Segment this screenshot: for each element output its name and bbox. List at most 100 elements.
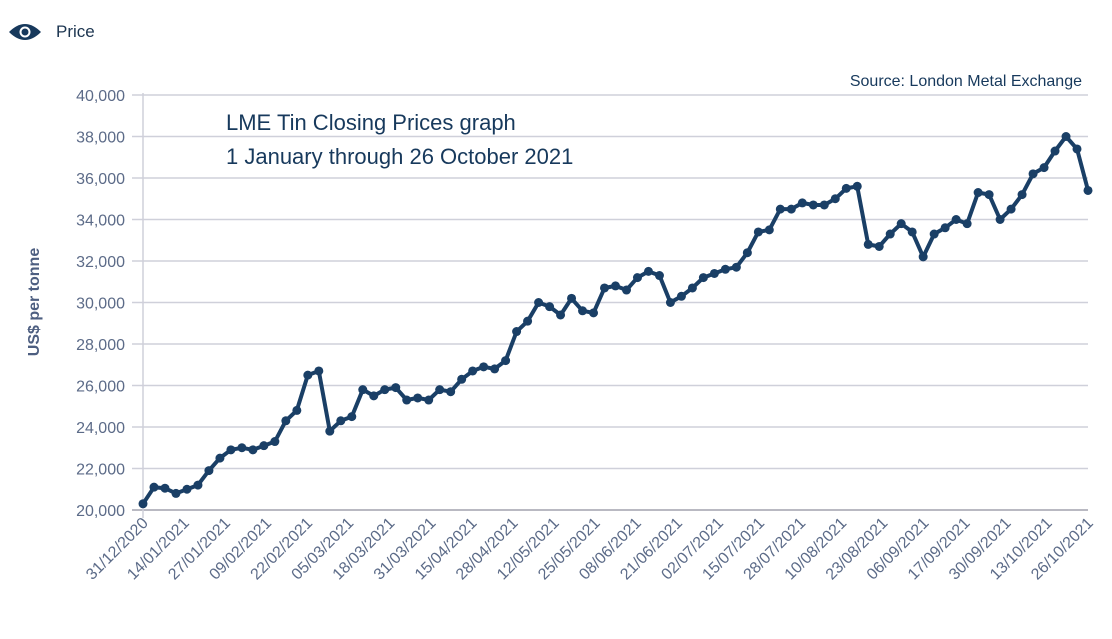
data-point — [841, 183, 851, 193]
data-point — [621, 285, 631, 295]
y-tick-label: 30,000 — [76, 296, 125, 313]
data-point — [830, 194, 840, 204]
y-axis-label: US$ per tonne — [26, 248, 43, 357]
data-point — [808, 200, 818, 210]
data-point — [347, 412, 357, 422]
data-point — [962, 219, 972, 229]
y-tick-label: 22,000 — [76, 462, 125, 479]
data-point — [435, 385, 445, 395]
data-point — [1028, 169, 1038, 179]
data-point — [929, 229, 939, 239]
chart-subtitle: 1 January through 26 October 2021 — [226, 144, 573, 169]
data-point — [402, 395, 412, 405]
data-point — [446, 387, 456, 397]
price-series-markers — [138, 132, 1093, 509]
data-point — [303, 370, 313, 380]
data-point — [1072, 144, 1082, 154]
data-point — [709, 268, 719, 278]
data-point — [1017, 190, 1027, 200]
y-tick-label: 34,000 — [76, 213, 125, 230]
data-point — [369, 391, 379, 401]
data-point — [995, 215, 1005, 224]
data-point — [325, 426, 335, 436]
y-tick-label: 26,000 — [76, 379, 125, 396]
data-point — [819, 200, 829, 210]
data-point — [281, 416, 291, 426]
x-axis-ticks: 31/12/202014/01/202127/01/202109/02/2021… — [83, 515, 1097, 584]
chart-source: Source: London Metal Exchange — [850, 73, 1082, 90]
y-axis-ticks: 20,000 22,000 24,000 26,000 28,000 30,000 32,0… — [76, 88, 125, 520]
data-point — [138, 499, 148, 509]
data-point — [720, 264, 730, 274]
data-point — [1039, 163, 1049, 173]
data-point — [874, 241, 884, 251]
data-point — [314, 366, 324, 376]
data-point — [1050, 146, 1060, 156]
data-point — [764, 225, 774, 235]
data-point — [578, 306, 588, 316]
gridlines — [132, 93, 1088, 518]
data-point — [907, 227, 917, 237]
data-point — [797, 198, 807, 208]
data-point — [600, 283, 610, 293]
data-point — [885, 229, 895, 239]
data-point — [479, 362, 489, 372]
data-point — [380, 385, 390, 395]
data-point — [292, 405, 302, 415]
y-tick-label: 20,000 — [76, 503, 125, 520]
data-point — [589, 308, 599, 318]
data-point — [171, 488, 181, 498]
data-point — [149, 482, 159, 492]
data-point — [182, 484, 192, 494]
data-point — [632, 273, 642, 283]
data-point — [237, 443, 247, 453]
data-point — [786, 204, 796, 214]
data-point — [534, 298, 544, 307]
chart-title: LME Tin Closing Prices graph — [226, 110, 516, 135]
data-point — [391, 383, 401, 393]
data-point — [852, 181, 862, 191]
price-series-line — [141, 134, 1090, 505]
data-point — [468, 366, 478, 376]
data-point — [204, 466, 214, 476]
data-point — [896, 219, 906, 229]
data-point — [742, 248, 752, 258]
data-point — [1083, 185, 1093, 195]
data-point — [193, 480, 203, 490]
data-point — [160, 483, 170, 493]
y-tick-label: 38,000 — [76, 130, 125, 147]
data-point — [973, 188, 983, 198]
data-point — [512, 327, 522, 337]
data-point — [687, 283, 697, 293]
eye-icon — [9, 24, 41, 40]
data-point — [501, 356, 511, 366]
y-tick-label: 28,000 — [76, 337, 125, 354]
y-tick-label: 36,000 — [76, 171, 125, 188]
data-point — [665, 298, 675, 307]
data-point — [545, 302, 555, 312]
data-point — [556, 310, 566, 320]
data-point — [523, 316, 533, 326]
data-point — [567, 293, 577, 303]
data-point — [270, 437, 280, 447]
data-point — [951, 215, 961, 224]
data-point — [336, 416, 346, 426]
data-point — [940, 223, 950, 233]
legend-item-price[interactable]: Price — [8, 22, 95, 42]
data-point — [863, 239, 873, 249]
data-point — [248, 445, 258, 455]
data-point — [775, 204, 785, 214]
data-point — [424, 395, 434, 405]
data-point — [490, 364, 500, 374]
data-point — [698, 273, 708, 283]
data-point — [1061, 132, 1071, 141]
data-point — [457, 374, 467, 384]
y-tick-label: 24,000 — [76, 420, 125, 437]
data-point — [215, 453, 225, 463]
legend-label: Price — [56, 22, 95, 41]
data-point — [643, 266, 653, 276]
data-point — [358, 385, 368, 395]
y-tick-label: 40,000 — [76, 88, 125, 105]
data-point — [413, 393, 423, 403]
